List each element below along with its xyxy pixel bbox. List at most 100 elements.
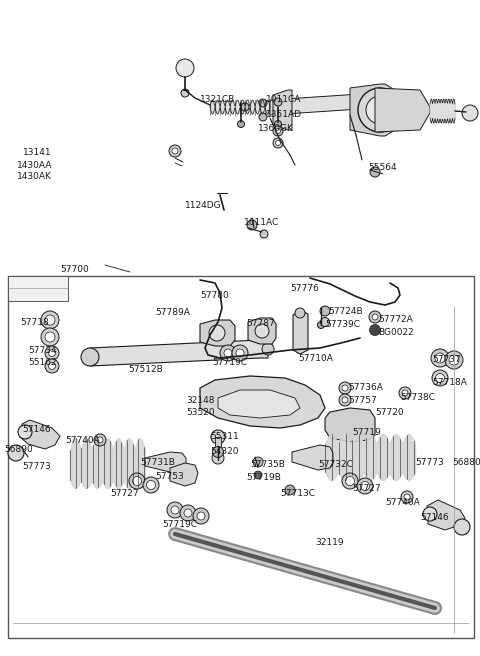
Circle shape: [238, 121, 244, 127]
Text: 1430AA: 1430AA: [17, 161, 52, 170]
Text: 1351AD: 1351AD: [266, 110, 302, 119]
Circle shape: [146, 480, 156, 489]
Circle shape: [462, 105, 478, 121]
Circle shape: [317, 321, 324, 329]
Circle shape: [358, 88, 402, 132]
Circle shape: [45, 315, 55, 325]
Circle shape: [399, 387, 411, 399]
Polygon shape: [248, 318, 276, 344]
Circle shape: [143, 477, 159, 493]
Circle shape: [48, 363, 56, 369]
Polygon shape: [20, 420, 60, 449]
Circle shape: [259, 99, 267, 107]
Circle shape: [255, 324, 269, 338]
Circle shape: [449, 355, 459, 365]
Text: 13141: 13141: [24, 148, 52, 157]
Circle shape: [171, 506, 179, 514]
Circle shape: [212, 452, 224, 464]
Circle shape: [275, 121, 281, 127]
Text: 53520: 53520: [186, 408, 215, 417]
Polygon shape: [90, 340, 268, 366]
Circle shape: [274, 98, 282, 106]
Circle shape: [224, 349, 232, 357]
Circle shape: [132, 476, 142, 485]
Text: 57727: 57727: [352, 484, 381, 493]
Circle shape: [45, 346, 59, 360]
Text: 57718A: 57718A: [432, 378, 467, 387]
Circle shape: [404, 494, 410, 500]
Text: 57740A: 57740A: [385, 498, 420, 507]
Bar: [8, 276, 474, 638]
Circle shape: [167, 502, 183, 518]
Text: 57735B: 57735B: [250, 460, 285, 469]
Circle shape: [360, 482, 370, 491]
Text: 1321CB: 1321CB: [200, 95, 235, 104]
Circle shape: [372, 314, 378, 320]
Polygon shape: [273, 90, 292, 130]
Circle shape: [209, 325, 225, 341]
Circle shape: [48, 350, 56, 356]
Text: BG0022: BG0022: [378, 328, 414, 337]
Text: 57713C: 57713C: [280, 489, 315, 498]
Polygon shape: [350, 84, 395, 136]
Text: 54320: 54320: [210, 447, 239, 456]
Text: 57737: 57737: [432, 355, 461, 364]
Text: 57710A: 57710A: [298, 354, 333, 363]
Text: 57724B: 57724B: [328, 307, 362, 316]
Text: 57740A: 57740A: [65, 436, 100, 445]
Circle shape: [97, 437, 103, 443]
Circle shape: [45, 332, 55, 342]
Circle shape: [321, 318, 329, 327]
Text: 57776: 57776: [290, 284, 319, 293]
Text: 57772A: 57772A: [378, 315, 413, 324]
Polygon shape: [375, 88, 430, 132]
Circle shape: [432, 370, 448, 386]
Circle shape: [454, 519, 470, 535]
Polygon shape: [215, 437, 221, 455]
Polygon shape: [293, 310, 308, 354]
Circle shape: [369, 311, 381, 323]
Text: 56890: 56890: [4, 445, 33, 454]
Circle shape: [81, 348, 99, 366]
Polygon shape: [427, 500, 465, 530]
Polygon shape: [170, 463, 198, 486]
Text: 57719B: 57719B: [246, 473, 281, 482]
Polygon shape: [325, 408, 375, 442]
Circle shape: [429, 602, 441, 614]
Circle shape: [253, 457, 263, 467]
Circle shape: [247, 220, 257, 230]
Circle shape: [273, 126, 283, 136]
Circle shape: [339, 394, 351, 406]
Circle shape: [262, 343, 274, 355]
Polygon shape: [8, 276, 68, 301]
Circle shape: [435, 353, 445, 363]
Circle shape: [423, 507, 437, 521]
Circle shape: [273, 138, 283, 148]
Circle shape: [342, 385, 348, 391]
Circle shape: [260, 230, 268, 238]
Polygon shape: [200, 376, 325, 428]
Circle shape: [172, 148, 178, 154]
Text: 57719C: 57719C: [162, 520, 197, 529]
Circle shape: [431, 349, 449, 367]
Circle shape: [8, 445, 24, 461]
Text: 57787: 57787: [246, 319, 275, 328]
Circle shape: [342, 473, 358, 489]
Circle shape: [339, 382, 351, 394]
Text: 57734: 57734: [28, 346, 57, 355]
Polygon shape: [292, 445, 333, 470]
Circle shape: [220, 345, 236, 361]
Text: 1124DG: 1124DG: [185, 201, 222, 210]
Circle shape: [370, 325, 381, 335]
Text: 1360GK: 1360GK: [258, 124, 294, 133]
Polygon shape: [218, 390, 300, 418]
Text: 57146: 57146: [22, 425, 50, 434]
Circle shape: [342, 397, 348, 403]
Circle shape: [41, 328, 59, 346]
Circle shape: [18, 425, 32, 439]
Circle shape: [402, 390, 408, 396]
Circle shape: [401, 491, 413, 503]
Text: 57512B: 57512B: [128, 365, 163, 374]
Text: 57732C: 57732C: [318, 460, 353, 469]
Circle shape: [276, 129, 280, 134]
